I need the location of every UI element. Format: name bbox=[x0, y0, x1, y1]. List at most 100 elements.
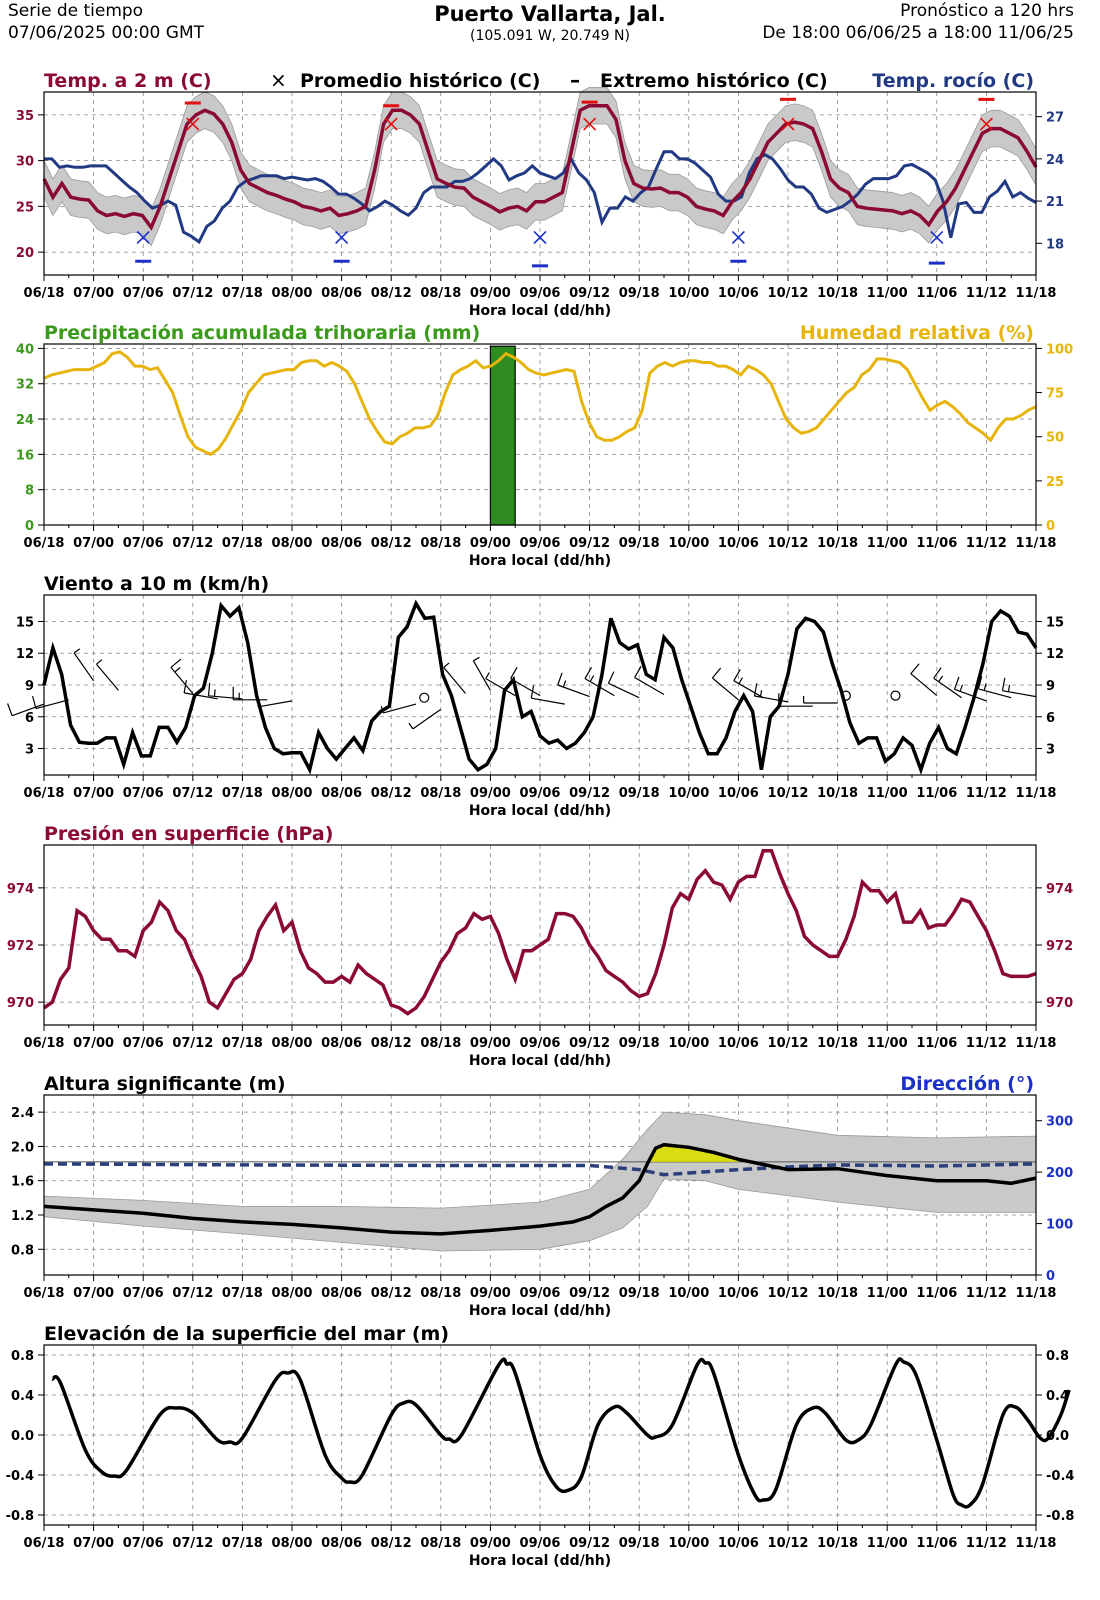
wind-x-tick-label: 11/06 bbox=[916, 786, 957, 801]
wind-barb bbox=[634, 665, 665, 696]
sea-x-tick-label: 08/06 bbox=[321, 1536, 362, 1551]
sea-plot-border bbox=[43, 1344, 1037, 1526]
wind-y-tick-label: 15 bbox=[16, 615, 34, 630]
pressure-x-tick-label: 11/00 bbox=[867, 1036, 908, 1051]
sea-x-tick-label: 09/18 bbox=[619, 1536, 660, 1551]
wind-title: Viento a 10 m (km/h) bbox=[44, 573, 269, 595]
pressure-x-axis-label: Hora local (dd/hh) bbox=[469, 1053, 611, 1069]
precip-x-tick-label: 08/12 bbox=[371, 536, 412, 551]
pressure-x-tick-label: 11/06 bbox=[916, 1036, 957, 1051]
wind-speed-line bbox=[42, 599, 1038, 776]
temp-panel: 06/18 07/00 07/06 07/12 07/18 08/00 08/06 08/12… bbox=[16, 68, 1064, 319]
wind-x-tick-label: 09/18 bbox=[619, 786, 660, 801]
temp-x-tick-label: 07/00 bbox=[73, 286, 114, 301]
sea-x-tick-label: 09/00 bbox=[470, 1536, 511, 1551]
wind-x-tick-label: 08/06 bbox=[321, 786, 362, 801]
temp-x-tick-label: 11/12 bbox=[966, 286, 1007, 301]
wind-y-tick-label: 9 bbox=[25, 679, 34, 694]
pressure-x-tick-label: 07/18 bbox=[222, 1036, 263, 1051]
precip-x-tick-label: 06/18 bbox=[24, 536, 65, 551]
header-center: Puerto Vallarta, Jal. (105.091 W, 20.749… bbox=[0, 0, 1100, 44]
waves-y2-tick-label: 300 bbox=[1046, 1115, 1073, 1130]
pressure-y-tick-label: 970 bbox=[7, 996, 34, 1011]
temp-y2-tick-label: 18 bbox=[1046, 237, 1064, 252]
precip-plot-border bbox=[43, 343, 1037, 526]
sea-x-tick-label: 09/12 bbox=[569, 1536, 610, 1551]
wind-x-tick-label: 08/12 bbox=[371, 786, 412, 801]
temp-x-tick-label: 07/12 bbox=[172, 286, 213, 301]
temp-y-tick-label: 30 bbox=[16, 155, 34, 170]
wind-barb bbox=[733, 669, 764, 699]
wind-barb bbox=[32, 695, 69, 710]
pressure-x-tick-label: 10/00 bbox=[668, 1036, 709, 1051]
sea-y-tick-label: 0.0 bbox=[11, 1429, 34, 1444]
wind-y2-tick-label: 3 bbox=[1046, 743, 1055, 758]
wind-calm-mark bbox=[890, 690, 901, 701]
temp-x-tick-label: 09/12 bbox=[569, 286, 610, 301]
waves-x-tick-label: 09/06 bbox=[520, 1286, 561, 1301]
humidity-line bbox=[43, 350, 1037, 457]
waves-y-tick-label: 2.4 bbox=[11, 1106, 34, 1121]
wind-panel: 06/18 07/00 07/06 07/12 07/18 08/00 08/06 08/12… bbox=[7, 573, 1064, 819]
sea-x-tick-label: 07/06 bbox=[123, 1536, 164, 1551]
sea-x-tick-label: 06/18 bbox=[24, 1536, 65, 1551]
waves-panel: 06/18 07/00 07/06 07/12 07/18 08/00 08/06 08/12… bbox=[11, 1073, 1073, 1319]
precip-x-tick-label: 11/12 bbox=[966, 536, 1007, 551]
temp-x-tick-label: 09/18 bbox=[619, 286, 660, 301]
temp-x-tick-label: 11/18 bbox=[1016, 286, 1057, 301]
wind-y-tick-label: 12 bbox=[16, 647, 34, 662]
precip-x-tick-label: 07/12 bbox=[172, 536, 213, 551]
station-title: Puerto Vallarta, Jal. bbox=[434, 2, 666, 26]
precip-x-tick-label: 11/06 bbox=[916, 536, 957, 551]
sea-x-tick-label: 11/18 bbox=[1016, 1536, 1057, 1551]
waves-x-tick-label: 07/06 bbox=[123, 1286, 164, 1301]
temp-plot-border bbox=[43, 91, 1037, 276]
legend-average-symbol: × bbox=[270, 68, 287, 92]
legend-extreme-symbol: – bbox=[570, 68, 580, 92]
wind-y-tick-label: 6 bbox=[25, 711, 34, 726]
pressure-plot-border bbox=[43, 844, 1037, 1026]
header-forecast-label: Pronóstico a 120 hrs bbox=[900, 1, 1074, 21]
historic-average-mark bbox=[731, 230, 745, 245]
sea-x-tick-label: 08/12 bbox=[371, 1536, 412, 1551]
station-coords: (105.091 W, 20.749 N) bbox=[470, 28, 630, 44]
wind-y2-tick-label: 15 bbox=[1046, 615, 1064, 630]
wave-height-line bbox=[43, 1142, 1037, 1236]
sea-x-tick-label: 08/18 bbox=[420, 1536, 461, 1551]
pressure-x-tick-label: 09/00 bbox=[470, 1036, 511, 1051]
waves-x-tick-label: 09/12 bbox=[569, 1286, 610, 1301]
sea-x-tick-label: 10/18 bbox=[817, 1536, 858, 1551]
temp-x-tick-label: 07/06 bbox=[123, 286, 164, 301]
sea-x-tick-label: 07/12 bbox=[172, 1536, 213, 1551]
wind-barb bbox=[408, 708, 442, 730]
wind-x-tick-label: 11/00 bbox=[867, 786, 908, 801]
precip-x-tick-label: 09/00 bbox=[470, 536, 511, 551]
temp-x-tick-label: 08/12 bbox=[371, 286, 412, 301]
sea-y2-tick-label: -0.4 bbox=[1046, 1469, 1074, 1484]
legend-extreme-label: Extremo histórico (C) bbox=[600, 70, 828, 92]
pressure-y-tick-label: 972 bbox=[7, 939, 34, 954]
wind-barb bbox=[803, 696, 838, 704]
waves-x-tick-label: 07/12 bbox=[172, 1286, 213, 1301]
sea-y-tick-label: -0.8 bbox=[6, 1509, 34, 1524]
pressure-x-tick-label: 07/00 bbox=[73, 1036, 114, 1051]
temp-x-tick-label: 11/00 bbox=[867, 286, 908, 301]
waves-y2-tick-label: 100 bbox=[1046, 1218, 1073, 1233]
temp-y2-tick-label: 24 bbox=[1046, 153, 1064, 168]
wind-barb bbox=[207, 682, 243, 700]
sea-x-tick-label: 07/18 bbox=[222, 1536, 263, 1551]
waves-x-tick-label: 10/00 bbox=[668, 1286, 709, 1301]
sea-x-tick-label: 09/06 bbox=[520, 1536, 561, 1551]
wind-barb bbox=[96, 659, 119, 691]
wind-barb bbox=[183, 679, 218, 700]
precip-y-tick-label: 24 bbox=[16, 413, 34, 428]
precip-x-tick-label: 09/12 bbox=[569, 536, 610, 551]
sea-x-tick-label: 11/12 bbox=[966, 1536, 1007, 1551]
wind-x-tick-label: 10/00 bbox=[668, 786, 709, 801]
sea-y2-tick-label: 0.4 bbox=[1046, 1389, 1069, 1404]
temp-x-tick-label: 10/00 bbox=[668, 286, 709, 301]
waves-title: Altura significante (m) bbox=[44, 1073, 286, 1095]
wind-barb bbox=[472, 656, 491, 691]
pressure-x-tick-label: 10/12 bbox=[768, 1036, 809, 1051]
wind-barb bbox=[910, 663, 938, 697]
